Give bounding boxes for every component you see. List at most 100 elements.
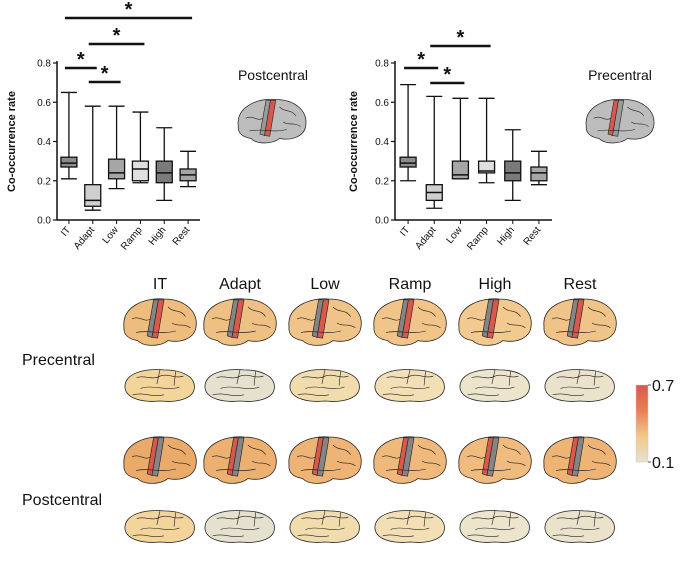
y-tick-label: 0.2 <box>37 176 51 187</box>
x-tick-label: IT <box>398 225 412 239</box>
row-header: Precentral <box>22 352 95 369</box>
y-tick-label: 0.4 <box>37 137 51 148</box>
brain-sulci <box>211 306 271 333</box>
brain-sulci <box>296 444 356 471</box>
box <box>530 166 548 182</box>
brain-illustration <box>585 99 655 144</box>
y-axis-label: Co-occurrence rate <box>6 91 18 192</box>
brain-sulci <box>382 510 434 537</box>
brain-gyrus <box>401 437 415 477</box>
brain-sulci <box>551 444 611 471</box>
brain-gyrus <box>612 99 625 137</box>
brain-outline <box>289 510 360 543</box>
brain-outline <box>124 510 195 543</box>
brain-illustration <box>458 298 532 346</box>
brain-outline <box>544 369 615 402</box>
brain-sulci <box>381 306 441 333</box>
significance-star: * <box>77 49 85 71</box>
brain-outline <box>124 369 195 402</box>
brain-gyrus <box>316 299 330 339</box>
brain-outline <box>544 510 615 543</box>
brain-gyrus <box>264 99 277 137</box>
brain-illustration <box>544 369 615 402</box>
brain-illustration <box>373 436 447 484</box>
box <box>60 156 78 168</box>
brain-illustration <box>459 510 530 543</box>
brain-illustration <box>458 436 532 484</box>
box <box>155 160 173 184</box>
box <box>107 158 126 180</box>
brain-gyrus <box>316 437 330 477</box>
brain-gyrus <box>486 299 500 339</box>
x-tick-label: Rest <box>171 225 193 248</box>
brain-illustration <box>288 298 362 346</box>
brain-illustration <box>123 436 197 484</box>
brain-illustration <box>203 298 277 346</box>
brain-outline <box>459 510 530 543</box>
brain-sulci <box>467 369 519 396</box>
brain-outline <box>459 369 530 402</box>
y-tick-label: 0.0 <box>375 216 389 227</box>
brain-outline <box>204 369 275 402</box>
brain-sulci <box>297 369 349 396</box>
brain-gyrus <box>231 299 245 339</box>
colorbar <box>635 384 649 463</box>
column-header: Rest <box>564 276 597 293</box>
box <box>399 156 417 168</box>
brain-sulci <box>552 510 604 537</box>
column-header: IT <box>153 276 167 293</box>
y-tick-label: 0.2 <box>375 176 389 187</box>
brain-illustration <box>288 436 362 484</box>
significance-star: * <box>101 63 109 85</box>
box <box>84 184 102 207</box>
y-tick-label: 0.8 <box>375 59 389 70</box>
brain-sulci <box>467 510 519 537</box>
brain-outline <box>374 369 445 402</box>
brain-sulci <box>382 369 434 396</box>
x-tick-label: Ramp <box>465 225 491 253</box>
column-header: High <box>479 276 512 293</box>
brain-illustration <box>374 510 445 543</box>
significance-star: * <box>417 49 425 71</box>
brain-sulci <box>131 444 191 471</box>
brain-illustration <box>374 369 445 402</box>
x-tick-label: High <box>147 225 169 248</box>
brain-sulci <box>466 444 526 471</box>
x-tick-label: Ramp <box>119 225 145 253</box>
brain-gyrus <box>486 437 500 477</box>
row-header: Postcentral <box>22 492 102 509</box>
significance-star: * <box>457 27 465 49</box>
colorbar-label: 0.7 <box>652 378 674 395</box>
box <box>451 160 470 180</box>
y-tick-label: 0.8 <box>37 59 51 70</box>
brain-sulci <box>297 510 349 537</box>
brain-sulci <box>132 369 184 396</box>
x-tick-label: IT <box>59 225 73 239</box>
x-tick-label: Low <box>101 224 122 246</box>
brain-illustration <box>544 510 615 543</box>
brain-illustration <box>459 369 530 402</box>
brain-illustration <box>237 99 307 144</box>
brain-sulci <box>212 369 264 396</box>
x-tick-label: Rest <box>522 225 544 248</box>
x-tick-label: Low <box>444 224 465 246</box>
brain-sulci <box>593 106 649 132</box>
brain-sulci <box>552 369 604 396</box>
significance-star: * <box>443 64 451 86</box>
x-tick-label: High <box>495 225 517 248</box>
brain-illustration <box>124 510 195 543</box>
significance-star: * <box>113 25 121 47</box>
brain-outline <box>374 510 445 543</box>
brain-outline <box>289 369 360 402</box>
x-tick-label: Adapt <box>413 225 438 252</box>
brain-illustration <box>124 369 195 402</box>
brain-gyrus <box>231 437 245 477</box>
significance-star: * <box>125 0 133 21</box>
brain-sulci <box>211 444 271 471</box>
brain-gyrus <box>401 299 415 339</box>
brain-illustration <box>123 298 197 346</box>
brain-gyrus <box>151 299 165 339</box>
brain-sulci <box>212 510 264 537</box>
brain-illustration <box>289 510 360 543</box>
